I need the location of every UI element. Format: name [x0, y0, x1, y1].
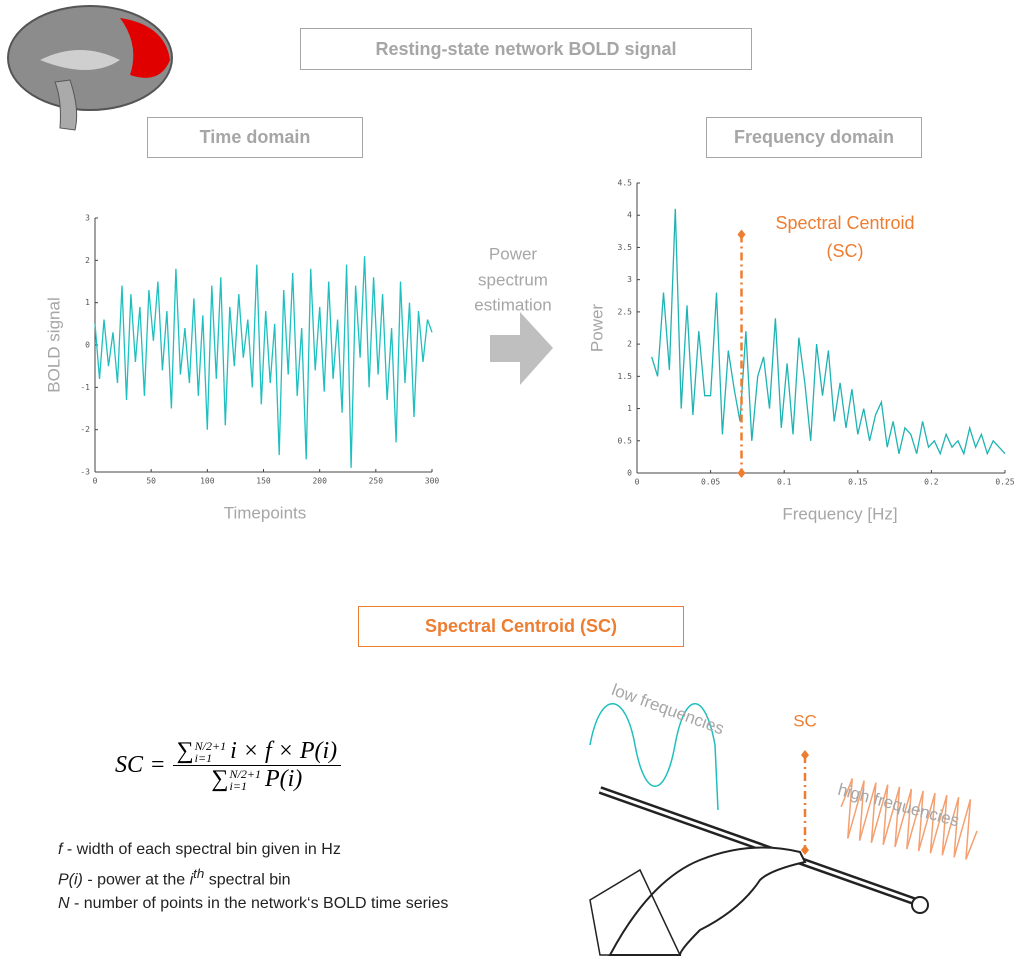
- x-tick-label: 150: [256, 477, 271, 486]
- sum-sub: i=1: [229, 778, 247, 793]
- x-tick-label: 0.25: [995, 478, 1014, 487]
- x-tick-label: 300: [425, 477, 440, 486]
- arrow-text: spectrum: [478, 270, 548, 289]
- sc-annotation: (SC): [827, 241, 864, 261]
- freq-domain-label: Frequency domain: [733, 127, 895, 147]
- denominator: ∑ N/2+1 i=1 P(i): [207, 766, 306, 793]
- y-tick-label: 2: [85, 256, 90, 265]
- superscript: th: [193, 866, 205, 881]
- index: i: [189, 871, 194, 889]
- x-tick-label: 0.15: [848, 478, 867, 487]
- definition: P(i) - power at the ith spectral bin: [58, 862, 448, 892]
- brain-icon: [7, 5, 173, 131]
- arrow-text: Power: [489, 244, 538, 263]
- y-tick-label: 4.5: [618, 179, 633, 188]
- title: Resting-state network BOLD signal: [375, 38, 677, 59]
- formula-lhs: SC: [115, 752, 144, 778]
- y-tick-label: -1: [80, 383, 90, 392]
- sc-diamond: [737, 468, 746, 478]
- x-tick-label: 0: [93, 477, 98, 486]
- x-tick-label: 200: [312, 477, 327, 486]
- x-tick-label: 0.05: [701, 478, 720, 487]
- x-tick-label: 0.1: [777, 478, 792, 487]
- definition: f - width of each spectral bin given in …: [58, 838, 448, 862]
- y-tick-label: -3: [80, 468, 90, 477]
- time-domain-label: Time domain: [199, 127, 311, 147]
- y-tick-label: 3: [85, 214, 90, 223]
- y-tick-label: 1: [85, 298, 90, 307]
- x-tick-label: 100: [200, 477, 215, 486]
- freq-box: Frequency domain: [706, 117, 922, 158]
- arrow-text: estimation: [474, 295, 551, 314]
- x-tick-label: 50: [146, 477, 156, 486]
- sum: ∑: [176, 738, 194, 764]
- arrow: [490, 312, 553, 385]
- definition: N - number of points in the network‘s BO…: [58, 892, 448, 916]
- definitions: f - width of each spectral bin given in …: [58, 838, 448, 916]
- definition-text: spectral bin: [204, 871, 291, 889]
- definition-text: - power at the: [82, 871, 190, 889]
- data-line: [94, 256, 433, 468]
- x-tick-label: 0: [635, 478, 640, 487]
- x-tick-label: 0.2: [924, 478, 939, 487]
- low-label: low frequencies: [609, 680, 726, 738]
- x-axis-label: Timepoints: [224, 503, 307, 522]
- y-tick-label: 0: [627, 469, 632, 478]
- y-tick-label: 2.5: [618, 307, 633, 316]
- y-tick-label: 1.5: [618, 372, 633, 381]
- formula: SC = ∑ N/2+1 i=1 i × f × P(i) ∑ N/2+1 i=1 P(i): [115, 738, 342, 793]
- symbol: N: [58, 895, 70, 913]
- sum-sup: N/2+1: [229, 766, 261, 781]
- sum-sup: N/2+1: [194, 738, 227, 753]
- y-tick-label: 3.5: [618, 243, 633, 252]
- time-box: Time domain: [147, 117, 363, 158]
- y-tick-label: 4: [627, 211, 632, 220]
- title-box: Resting-state network BOLD signal: [300, 28, 752, 70]
- formula-eq: =: [151, 752, 165, 778]
- denominator-term: P(i): [264, 766, 303, 792]
- y-tick-label: 3: [627, 275, 632, 284]
- sc-title: Spectral Centroid (SC): [424, 616, 618, 636]
- illustration: [589, 703, 978, 956]
- sc-box: Spectral Centroid (SC): [358, 606, 684, 647]
- x-axis-label: Frequency [Hz]: [782, 504, 897, 523]
- numerator-term: i × f × P(i): [230, 738, 338, 764]
- symbol: f: [58, 841, 63, 858]
- sc-label: SC: [793, 711, 817, 730]
- y-tick-label: 1: [627, 404, 632, 413]
- y-tick-label: 0: [85, 341, 90, 350]
- sc-diamond: [737, 229, 746, 240]
- definition-text: - number of points in the network‘s BOLD…: [69, 895, 449, 913]
- y-tick-label: 2: [627, 340, 632, 349]
- y-axis-label: BOLD signal: [44, 297, 63, 392]
- high-label: high frequencies: [836, 780, 961, 831]
- y-tick-label: 0.5: [618, 436, 633, 445]
- sc-annotation: Spectral Centroid: [775, 213, 914, 233]
- sum-sub: i=1: [194, 750, 213, 765]
- y-tick-label: -2: [80, 425, 90, 434]
- definition-text: - width of each spectral bin given in Hz: [62, 841, 341, 858]
- fraction: ∑ N/2+1 i=1 i × f × P(i) ∑ N/2+1 i=1 P(i): [172, 738, 342, 793]
- sum: ∑: [211, 766, 229, 792]
- numerator: ∑ N/2+1 i=1 i × f × P(i): [172, 738, 342, 766]
- symbol: P(i): [58, 871, 83, 889]
- y-axis-label: Power: [587, 304, 606, 353]
- x-tick-label: 250: [369, 477, 384, 486]
- data-line: [651, 208, 1006, 456]
